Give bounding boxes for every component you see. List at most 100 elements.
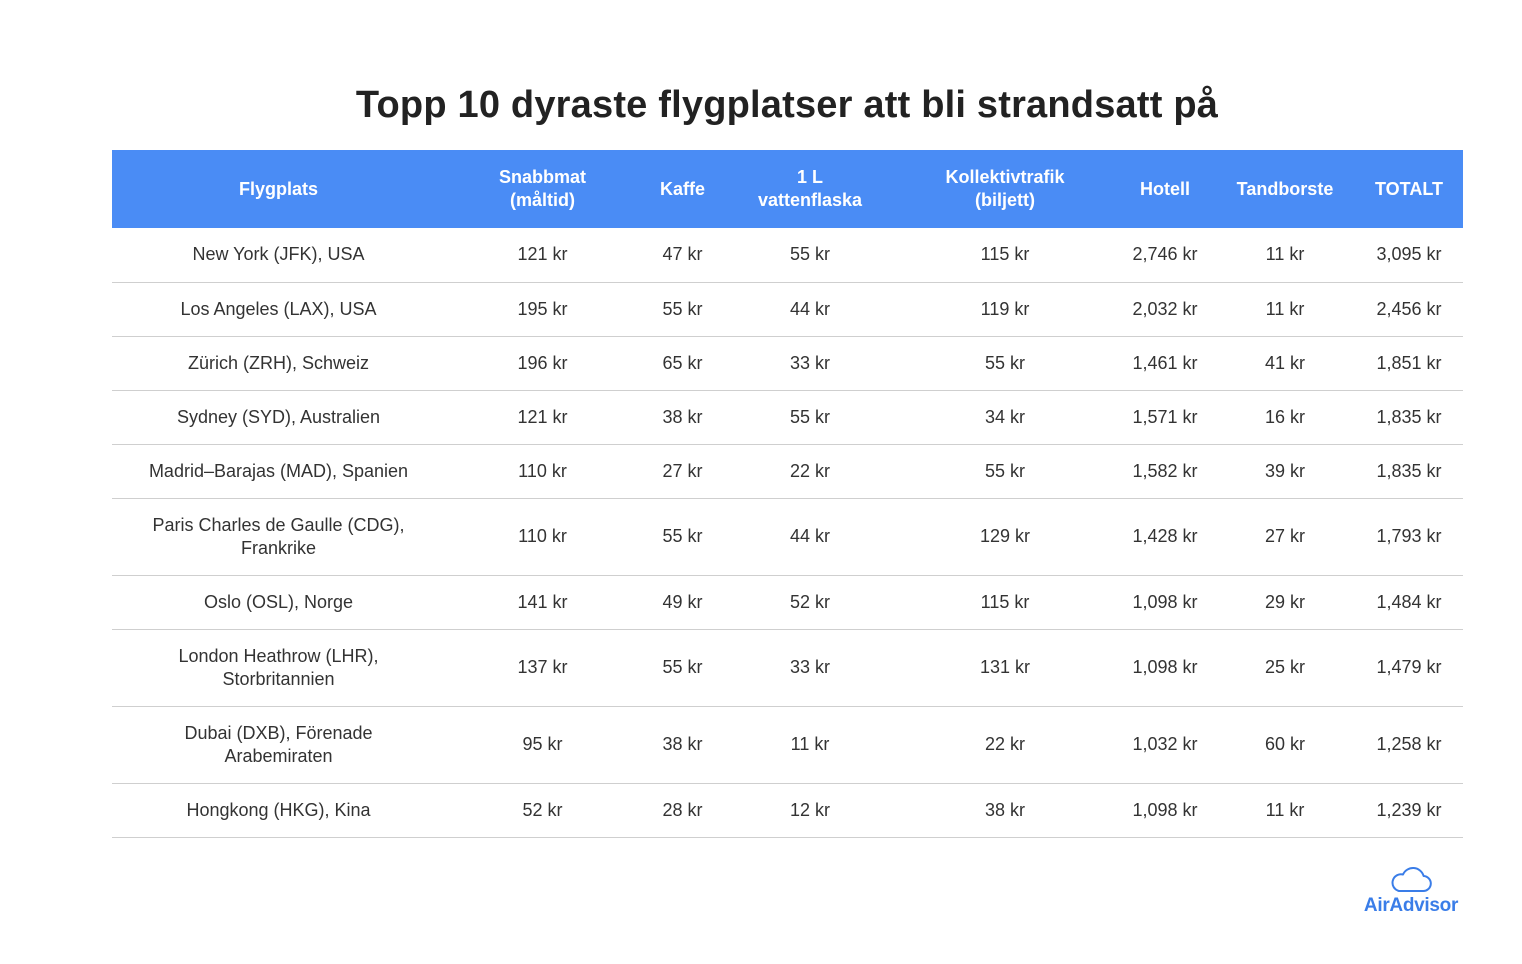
cell-total: 2,456 kr xyxy=(1355,282,1463,337)
column-header-public-transport: Kollektivtrafik (biljett) xyxy=(945,167,1065,210)
cell-water-bottle: 44 kr xyxy=(725,282,895,337)
logo-text: AirAdvisor xyxy=(1363,895,1459,916)
cell-coffee: 55 kr xyxy=(640,498,725,576)
cell-water-bottle: 55 kr xyxy=(725,390,895,445)
cell-hotel: 1,098 kr xyxy=(1115,629,1215,707)
cell-airport: Oslo (OSL), Norge xyxy=(112,575,445,630)
cell-airport: Paris Charles de Gaulle (CDG), Frankrike xyxy=(112,498,445,576)
table-row: London Heathrow (LHR), Storbritannien 137 … xyxy=(112,629,1463,707)
cell-hotel: 1,098 kr xyxy=(1115,575,1215,630)
cell-fast-food: 196 kr xyxy=(445,336,640,391)
table-row: Sydney (SYD), Australien 121 kr 38 kr 55 kr… xyxy=(112,390,1463,445)
cell-coffee: 38 kr xyxy=(640,390,725,445)
cell-public-transport: 55 kr xyxy=(895,336,1115,391)
cell-airport: Zürich (ZRH), Schweiz xyxy=(112,336,445,391)
cell-coffee: 49 kr xyxy=(640,575,725,630)
cell-total: 1,239 kr xyxy=(1355,783,1463,838)
cell-water-bottle: 12 kr xyxy=(725,783,895,838)
cell-airport: New York (JFK), USA xyxy=(112,228,445,283)
table-row: Paris Charles de Gaulle (CDG), Frankrike 1… xyxy=(112,498,1463,576)
cell-coffee: 65 kr xyxy=(640,336,725,391)
cell-hotel: 1,428 kr xyxy=(1115,498,1215,576)
cell-water-bottle: 22 kr xyxy=(725,444,895,499)
cell-hotel: 1,571 kr xyxy=(1115,390,1215,445)
cell-airport: Hongkong (HKG), Kina xyxy=(112,783,445,838)
column-header-toothbrush: Tandborste xyxy=(1236,178,1334,199)
cell-fast-food: 195 kr xyxy=(445,282,640,337)
cell-airport: Los Angeles (LAX), USA xyxy=(112,282,445,337)
cell-toothbrush: 29 kr xyxy=(1215,575,1355,630)
cell-total: 1,258 kr xyxy=(1355,706,1463,784)
cell-toothbrush: 60 kr xyxy=(1215,706,1355,784)
cell-hotel: 1,461 kr xyxy=(1115,336,1215,391)
cell-total: 1,851 kr xyxy=(1355,336,1463,391)
page-title: Topp 10 dyraste flygplatser att bli stra… xyxy=(355,84,1219,126)
cell-total: 1,484 kr xyxy=(1355,575,1463,630)
cell-water-bottle: 52 kr xyxy=(725,575,895,630)
cell-airport: Sydney (SYD), Australien xyxy=(112,390,445,445)
airadvisor-logo: AirAdvisor xyxy=(1356,866,1466,922)
table-row: New York (JFK), USA 121 kr 47 kr 55 kr 115 k… xyxy=(112,228,1463,283)
cell-coffee: 28 kr xyxy=(640,783,725,838)
cell-hotel: 2,746 kr xyxy=(1115,228,1215,283)
cell-public-transport: 115 kr xyxy=(895,575,1115,630)
column-header-total: TOTALT xyxy=(1375,178,1443,199)
cloud-icon xyxy=(1391,867,1432,893)
cell-total: 1,479 kr xyxy=(1355,629,1463,707)
cell-toothbrush: 11 kr xyxy=(1215,783,1355,838)
cell-airport: Madrid–Barajas (MAD), Spanien xyxy=(112,444,445,499)
cell-hotel: 1,582 kr xyxy=(1115,444,1215,499)
cell-water-bottle: 44 kr xyxy=(725,498,895,576)
cell-water-bottle: 55 kr xyxy=(725,228,895,283)
table-body: New York (JFK), USA 121 kr 47 kr 55 kr 115 k… xyxy=(112,228,1463,838)
cell-coffee: 38 kr xyxy=(640,706,725,784)
cell-coffee: 47 kr xyxy=(640,228,725,283)
cell-total: 1,835 kr xyxy=(1355,390,1463,445)
cell-water-bottle: 33 kr xyxy=(725,629,895,707)
cell-airport: London Heathrow (LHR), Storbritannien xyxy=(112,629,445,707)
cell-toothbrush: 11 kr xyxy=(1215,228,1355,283)
cell-public-transport: 55 kr xyxy=(895,444,1115,499)
cell-coffee: 27 kr xyxy=(640,444,725,499)
cell-airport: Dubai (DXB), Förenade Arabemiraten xyxy=(112,706,445,784)
table-row: Zürich (ZRH), Schweiz 196 kr 65 kr 33 kr 55 … xyxy=(112,336,1463,391)
cell-fast-food: 121 kr xyxy=(445,390,640,445)
column-header-airport: Flygplats xyxy=(238,178,318,199)
cell-total: 3,095 kr xyxy=(1355,228,1463,283)
table-row: Dubai (DXB), Förenade Arabemiraten 95 kr 38… xyxy=(112,706,1463,784)
column-header-hotel: Hotell xyxy=(1139,178,1190,199)
cell-toothbrush: 41 kr xyxy=(1215,336,1355,391)
cell-fast-food: 110 kr xyxy=(445,444,640,499)
cell-water-bottle: 11 kr xyxy=(725,706,895,784)
cell-coffee: 55 kr xyxy=(640,629,725,707)
cell-toothbrush: 25 kr xyxy=(1215,629,1355,707)
cell-coffee: 55 kr xyxy=(640,282,725,337)
cell-total: 1,835 kr xyxy=(1355,444,1463,499)
cell-hotel: 1,032 kr xyxy=(1115,706,1215,784)
cell-water-bottle: 33 kr xyxy=(725,336,895,391)
cell-public-transport: 34 kr xyxy=(895,390,1115,445)
cell-toothbrush: 11 kr xyxy=(1215,282,1355,337)
cell-public-transport: 115 kr xyxy=(895,228,1115,283)
cell-fast-food: 52 kr xyxy=(445,783,640,838)
cell-fast-food: 121 kr xyxy=(445,228,640,283)
table-row: Hongkong (HKG), Kina 52 kr 28 kr 12 kr 38 kr… xyxy=(112,783,1463,838)
cell-fast-food: 110 kr xyxy=(445,498,640,576)
cell-public-transport: 119 kr xyxy=(895,282,1115,337)
cell-public-transport: 38 kr xyxy=(895,783,1115,838)
cell-hotel: 1,098 kr xyxy=(1115,783,1215,838)
cell-fast-food: 141 kr xyxy=(445,575,640,630)
cell-public-transport: 131 kr xyxy=(895,629,1115,707)
cell-public-transport: 22 kr xyxy=(895,706,1115,784)
cell-fast-food: 95 kr xyxy=(445,706,640,784)
column-header-coffee: Kaffe xyxy=(659,178,705,199)
cell-hotel: 2,032 kr xyxy=(1115,282,1215,337)
cell-toothbrush: 16 kr xyxy=(1215,390,1355,445)
table-row: Los Angeles (LAX), USA 195 kr 55 kr 44 kr 11… xyxy=(112,282,1463,337)
cell-total: 1,793 kr xyxy=(1355,498,1463,576)
